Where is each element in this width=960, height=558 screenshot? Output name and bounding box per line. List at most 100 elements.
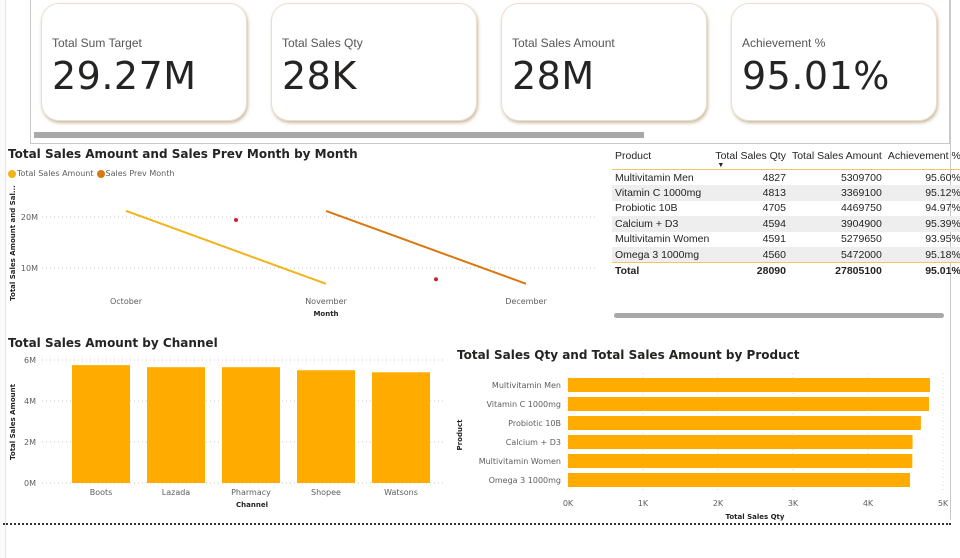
y-tick-label: Calcium + D3 (506, 438, 561, 447)
left-panel-edge (0, 0, 6, 558)
table-cell: 5472000 (788, 247, 885, 263)
line-chart-legend: Total Sales Amount Sales Prev Month (8, 169, 174, 178)
y-tick-label: 6M (24, 356, 36, 365)
table-cell: Multivitamin Women (615, 233, 710, 246)
table-cell: 94.97% (925, 202, 960, 215)
y-tick-label: Multivitamin Women (479, 457, 561, 466)
x-tick-label: 5K (938, 499, 949, 508)
table-total-cell: 95.01% (884, 262, 960, 278)
anomaly-marker[interactable] (234, 218, 238, 223)
x-tick-label: 0K (563, 499, 574, 508)
table-row[interactable]: Omega 3 1000mg 4560 5472000 95.18% (612, 247, 960, 263)
kpi-label: Total Sales Amount (512, 36, 615, 50)
table-cell: 95.39% (884, 216, 960, 232)
channel-bar-chart[interactable]: 0M 2M 4M 6M Boots Lazada Pharmacy Shopee Watsons… (0, 350, 450, 515)
legend-dot-icon (8, 169, 16, 178)
table-cell: Omega 3 1000mg (612, 247, 713, 263)
table-row[interactable]: Multivitamin Women 4591 5279650 93.95% (612, 232, 960, 248)
bar-product[interactable] (568, 473, 910, 487)
bar-product[interactable] (568, 416, 921, 430)
bar-shopee[interactable] (297, 370, 355, 483)
y-tick-label: 4M (24, 397, 36, 406)
legend-label: Total Sales Amount (17, 169, 94, 178)
table-header-row: Product Total Sales Qty ▼ Total Sales Amo… (612, 145, 960, 170)
kpi-card-total-sales-amount[interactable]: Total Sales Amount 28M (501, 3, 707, 121)
bar-lazada[interactable] (147, 367, 205, 483)
table-cell: 95.12% (884, 185, 960, 201)
table-row[interactable]: Multivitamin Men 4827 5309700 95.60% (612, 170, 960, 186)
bar-product[interactable] (568, 435, 913, 449)
kpi-value: 28K (282, 54, 357, 98)
series-line[interactable] (325, 209, 527, 285)
y-axis-title: Product (456, 419, 464, 451)
bar-product[interactable] (568, 454, 913, 468)
table-cell: 4469750 (840, 202, 882, 215)
table-row[interactable]: Probiotic 10B 4705 4469750 94.97% (612, 201, 960, 217)
bar-product[interactable] (568, 397, 929, 411)
x-tick-label: Pharmacy (231, 488, 271, 497)
table-total-cell: 28090 (712, 262, 789, 278)
bar-pharmacy[interactable] (222, 367, 280, 483)
x-tick-label: 3K (788, 499, 799, 508)
y-tick-label: 20M (21, 213, 38, 222)
x-tick-label: Watsons (384, 488, 418, 497)
table-total-cell: Total (612, 262, 713, 278)
table-cell: 3904900 (788, 216, 885, 232)
kpi-card-total-sales-qty[interactable]: Total Sales Qty 28K (271, 3, 477, 121)
y-tick-label: 0M (24, 479, 36, 488)
column-header-achievement[interactable]: Achievement % (884, 145, 960, 170)
page-divider (3, 523, 951, 525)
table-cell: 4813 (712, 185, 789, 201)
legend-item-sales-prev-month[interactable]: Sales Prev Month (96, 169, 175, 178)
product-chart-title: Total Sales Qty and Total Sales Amount b… (457, 348, 800, 362)
x-tick-label: December (505, 297, 547, 306)
column-header-total-sales-amount[interactable]: Total Sales Amount (788, 145, 885, 170)
table-cell: 95.60% (925, 171, 960, 184)
bar-product[interactable] (568, 378, 931, 392)
x-tick-label: November (305, 297, 347, 306)
table-cell: 3369100 (788, 185, 885, 201)
y-tick-label: Multivitamin Men (492, 381, 561, 390)
line-chart-title: Total Sales Amount and Sales Prev Month … (8, 147, 358, 161)
kpi-container: Total Sum Target 29.27M Total Sales Qty … (30, 0, 950, 144)
kpi-label: Total Sales Qty (282, 36, 363, 50)
anomaly-marker[interactable] (434, 277, 438, 282)
x-tick-label: Shopee (311, 488, 341, 497)
bar-watsons[interactable] (372, 372, 430, 483)
table-cell: 4827 (762, 171, 786, 184)
table-cell: Calcium + D3 (612, 216, 713, 232)
legend-item-total-sales-amount[interactable]: Total Sales Amount (8, 169, 94, 178)
table-horizontal-scrollbar[interactable] (614, 313, 944, 318)
kpi-label: Achievement % (742, 36, 826, 50)
sort-descending-icon: ▼ (717, 162, 725, 169)
legend-label: Sales Prev Month (105, 169, 175, 178)
y-tick-label: Omega 3 1000mg (489, 476, 561, 485)
table-total-row: Total 28090 27805100 95.01% (612, 262, 960, 278)
product-bar-chart[interactable]: 0K 1K 2K 3K 4K 5K Multivitamin Men Vitamin C 10… (450, 365, 950, 523)
table-cell: 93.95% (925, 233, 960, 246)
series-line[interactable] (125, 209, 327, 285)
table-cell: 4594 (712, 216, 789, 232)
table-row[interactable]: Calcium + D3 4594 3904900 95.39% (612, 216, 960, 232)
table-cell: 4705 (762, 202, 786, 215)
kpi-label: Total Sum Target (52, 36, 142, 50)
y-tick-label: Vitamin C 1000mg (486, 400, 561, 409)
bar-boots[interactable] (72, 365, 130, 483)
x-tick-label: Lazada (162, 488, 191, 497)
column-header-product[interactable]: Product (612, 145, 713, 170)
x-tick-label: Boots (90, 488, 113, 497)
table-cell: Vitamin C 1000mg (612, 185, 713, 201)
kpi-horizontal-scrollbar[interactable] (34, 132, 644, 138)
x-axis-title: Total Sales Qty (726, 513, 785, 521)
product-table: Product Total Sales Qty ▼ Total Sales Amo… (612, 145, 960, 323)
table-cell: 95.18% (884, 247, 960, 263)
y-axis-title: Total Sales Amount and Sal... (9, 185, 17, 301)
kpi-value: 28M (512, 54, 595, 98)
kpi-card-total-sum-target[interactable]: Total Sum Target 29.27M (41, 3, 247, 121)
line-chart[interactable]: 10M 20M October November December Month Total … (0, 180, 600, 325)
kpi-card-achievement[interactable]: Achievement % 95.01% (731, 3, 937, 121)
table-row[interactable]: Vitamin C 1000mg 4813 3369100 95.12% (612, 185, 960, 201)
legend-dot-icon (96, 169, 105, 178)
column-header-total-sales-qty[interactable]: Total Sales Qty ▼ (712, 145, 789, 170)
